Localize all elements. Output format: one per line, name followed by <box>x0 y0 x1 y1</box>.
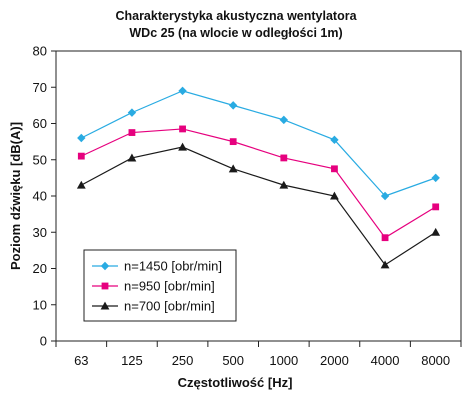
data-point <box>431 227 441 236</box>
chart-subtitle: WDc 25 (na wlocie w odległości 1m) <box>129 26 342 40</box>
legend-label: n=700 [obr/min] <box>124 299 215 314</box>
data-point <box>279 180 289 189</box>
legend-item: n=950 [obr/min] <box>92 279 215 294</box>
y-tick-label: 80 <box>33 44 47 59</box>
y-axis-label: Poziom dźwięku [dB(A)] <box>8 122 23 270</box>
x-tick-label: 1000 <box>269 353 298 368</box>
data-point <box>229 138 237 146</box>
data-point <box>380 191 390 201</box>
legend: n=1450 [obr/min] n=950 [obr/min] n=700 [ob… <box>83 249 237 322</box>
x-tick-label: 125 <box>121 353 143 368</box>
y-axis: 0 10 20 30 40 50 60 70 80 <box>33 44 56 349</box>
series-line <box>81 146 437 266</box>
legend-item: n=700 [obr/min] <box>92 299 215 314</box>
y-tick-label: 70 <box>33 80 47 95</box>
legend-marker <box>101 282 109 290</box>
data-point <box>77 152 85 160</box>
x-axis-label: Częstotliwość [Hz] <box>178 375 293 390</box>
data-point <box>280 154 288 162</box>
x-tick-label: 8000 <box>421 353 450 368</box>
data-point <box>127 153 137 162</box>
chart-title: Charakterystyka akustyczna wentylatora <box>115 9 357 23</box>
x-tick-label: 2000 <box>320 353 349 368</box>
data-point <box>76 180 86 189</box>
legend-label: n=950 [obr/min] <box>124 279 215 294</box>
y-tick-label: 30 <box>33 225 47 240</box>
x-tick-label: 500 <box>222 353 244 368</box>
y-tick-label: 40 <box>33 189 47 204</box>
data-point <box>178 142 187 151</box>
data-point <box>228 164 238 173</box>
data-point <box>77 133 86 143</box>
series-layer <box>76 86 441 269</box>
data-point <box>179 125 186 133</box>
x-tick-label: 250 <box>172 353 194 368</box>
data-point <box>381 234 389 242</box>
data-point <box>228 101 238 110</box>
legend-marker <box>100 261 110 271</box>
data-point <box>432 203 440 211</box>
series-1 <box>77 86 440 201</box>
series-2 <box>77 125 440 242</box>
data-point <box>128 129 136 136</box>
series-3 <box>76 142 441 269</box>
legend-label: n=1450 [obr/min] <box>124 259 222 274</box>
data-point <box>178 86 187 96</box>
x-tick-label: 63 <box>74 353 88 368</box>
data-point <box>331 165 338 173</box>
y-tick-label: 50 <box>33 152 47 167</box>
legend-marker <box>100 301 110 310</box>
data-point <box>279 115 289 125</box>
y-tick-label: 20 <box>33 261 47 276</box>
data-point <box>330 191 339 200</box>
x-axis: 63 125 250 500 1000 2000 4000 8000 <box>55 341 462 368</box>
data-point <box>330 135 339 145</box>
data-point <box>431 173 440 183</box>
series-line <box>81 90 436 197</box>
legend-item: n=1450 [obr/min] <box>92 259 222 274</box>
x-tick-label: 4000 <box>371 353 400 368</box>
y-tick-label: 10 <box>33 297 47 312</box>
series-line <box>81 128 436 239</box>
y-tick-label: 0 <box>40 334 47 349</box>
data-point <box>380 260 390 269</box>
y-tick-label: 60 <box>33 116 47 131</box>
data-point <box>127 108 137 117</box>
